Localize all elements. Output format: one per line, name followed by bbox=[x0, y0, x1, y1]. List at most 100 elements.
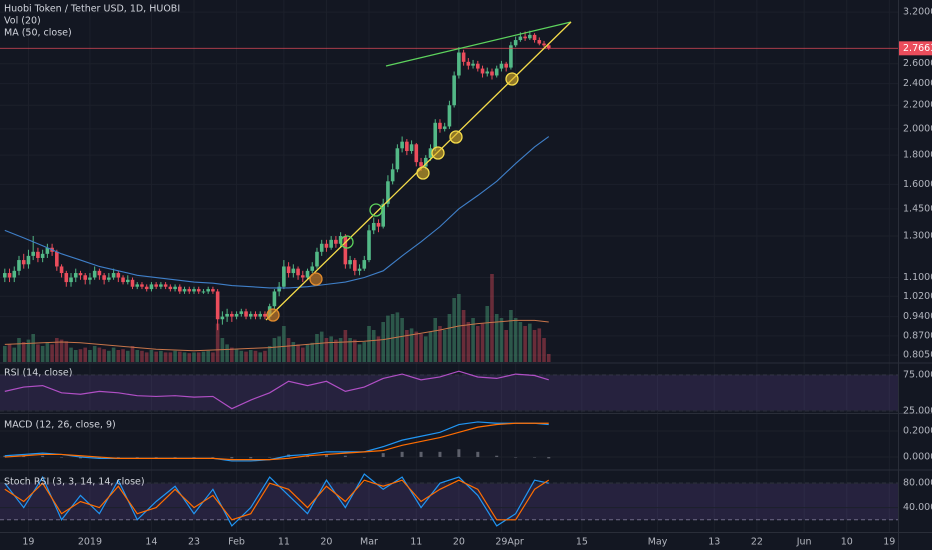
highlight-circle bbox=[505, 72, 519, 86]
indicator-band bbox=[0, 483, 898, 520]
y-tick-label: 0.0000 bbox=[903, 452, 932, 463]
candle-body bbox=[248, 313, 253, 317]
histogram-bar bbox=[495, 455, 499, 458]
candle-body bbox=[107, 277, 111, 280]
volume-bar bbox=[69, 347, 73, 362]
candle-body bbox=[367, 230, 371, 261]
volume-bar bbox=[452, 298, 456, 362]
volume-bar bbox=[116, 350, 121, 362]
volume-bar bbox=[102, 349, 106, 362]
candle-body bbox=[528, 34, 532, 39]
candle-body bbox=[499, 63, 504, 69]
candle-body bbox=[211, 289, 215, 292]
symbol-title: Huobi Token / Tether USD, 1D, HUOBI bbox=[4, 4, 180, 15]
candle-body bbox=[338, 235, 343, 244]
candle-body bbox=[442, 126, 447, 129]
histogram-bar bbox=[476, 451, 480, 458]
volume-bar bbox=[518, 322, 523, 362]
candle-body bbox=[353, 260, 357, 271]
candle-body bbox=[423, 157, 428, 167]
histogram-bar bbox=[116, 457, 120, 458]
candle-body bbox=[239, 311, 244, 314]
candle-body bbox=[225, 313, 229, 317]
candle-body bbox=[518, 36, 523, 41]
volume-bar bbox=[466, 322, 471, 362]
candle-body bbox=[405, 141, 409, 152]
trendline bbox=[385, 21, 572, 67]
candle-body bbox=[125, 279, 130, 283]
histogram-bar bbox=[457, 449, 461, 458]
volume-bar bbox=[192, 352, 196, 362]
ma-line bbox=[4, 136, 550, 289]
volume-bar bbox=[36, 344, 40, 362]
volume-bar bbox=[7, 344, 12, 362]
histogram-bar bbox=[306, 455, 310, 458]
candle-body bbox=[40, 253, 45, 258]
candle-body bbox=[494, 68, 499, 76]
volume-bar bbox=[187, 353, 192, 362]
histogram-bar bbox=[343, 455, 347, 458]
volume-bar bbox=[215, 323, 220, 362]
x-tick-label: 10 bbox=[841, 537, 853, 548]
volume-bar bbox=[140, 350, 144, 362]
candle-body bbox=[144, 286, 149, 290]
candle-body bbox=[546, 45, 551, 49]
y-tick-label: 1.3000 bbox=[903, 230, 932, 241]
volume-bar bbox=[206, 350, 210, 362]
candle-body bbox=[173, 286, 177, 290]
volume-bar bbox=[504, 330, 508, 362]
volume-bar bbox=[362, 342, 367, 362]
volume-bar bbox=[485, 306, 490, 362]
volume-bar bbox=[296, 344, 300, 362]
histogram-bar bbox=[192, 457, 196, 458]
volume-bar bbox=[291, 342, 296, 362]
volume-bar bbox=[371, 330, 376, 362]
volume-bar bbox=[329, 336, 333, 362]
y-tick-label: 25.0000 bbox=[903, 405, 932, 416]
candle-body bbox=[196, 289, 201, 292]
candle-body bbox=[376, 222, 381, 227]
x-tick-label: 14 bbox=[145, 537, 157, 548]
volume-bar bbox=[442, 330, 447, 362]
volume-bar bbox=[130, 346, 135, 362]
candle-body bbox=[428, 148, 433, 158]
candle-body bbox=[523, 36, 527, 39]
x-tick-label: Feb bbox=[228, 537, 245, 548]
candle-body bbox=[485, 71, 490, 74]
volume-bar bbox=[286, 338, 291, 362]
candle-body bbox=[92, 270, 97, 278]
histogram-bar bbox=[135, 457, 139, 458]
histogram-bar bbox=[78, 457, 82, 459]
candle-body bbox=[130, 279, 135, 287]
x-tick-label: 19 bbox=[883, 537, 895, 548]
histogram-bar bbox=[211, 457, 215, 458]
indicator-line bbox=[4, 421, 549, 462]
volume-bar bbox=[381, 322, 385, 362]
candle-body bbox=[97, 270, 102, 276]
candle-body bbox=[3, 273, 7, 278]
candle-body bbox=[348, 260, 352, 265]
volume-bar bbox=[258, 352, 263, 362]
y-tick-label: 2.4000 bbox=[903, 78, 932, 89]
volume-bar bbox=[513, 318, 518, 362]
volume-bar bbox=[546, 354, 551, 362]
candle-body bbox=[182, 289, 187, 292]
volume-bar bbox=[55, 338, 59, 362]
volume-bar bbox=[300, 347, 305, 362]
highlight-circle bbox=[416, 166, 430, 180]
volume-bar bbox=[310, 342, 315, 362]
x-tick-label: 19 bbox=[22, 537, 34, 548]
volume-bar bbox=[182, 352, 187, 362]
highlight-circle bbox=[369, 203, 383, 217]
candle-body bbox=[258, 313, 263, 317]
volume-bar bbox=[159, 350, 163, 362]
last-price-box bbox=[899, 41, 932, 56]
volume-bar bbox=[17, 338, 21, 362]
volume-bar bbox=[125, 350, 130, 362]
histogram-bar bbox=[362, 457, 366, 458]
x-tick-label: 20 bbox=[320, 537, 332, 548]
candle-body bbox=[21, 260, 26, 265]
candle-body bbox=[163, 284, 168, 287]
